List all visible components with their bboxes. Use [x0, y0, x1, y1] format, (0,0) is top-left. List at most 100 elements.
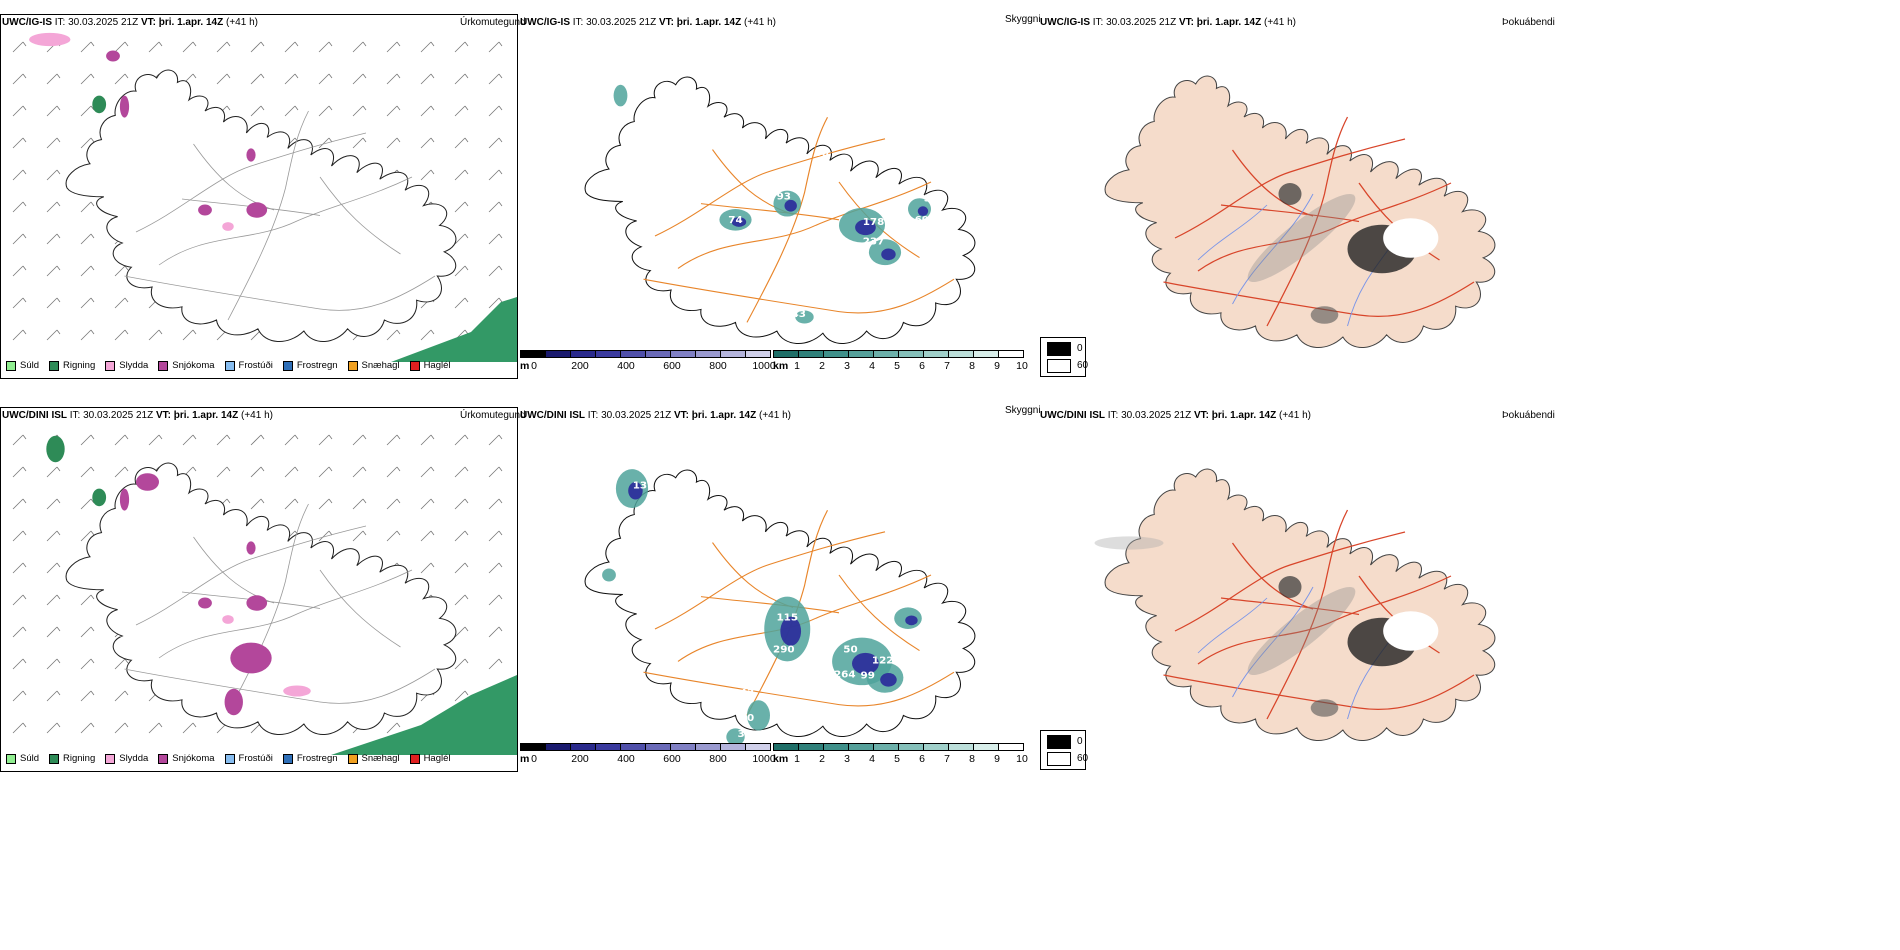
wind-barb	[284, 105, 299, 117]
model-name: UWC/DINI ISL	[1040, 410, 1105, 421]
wind-barb	[80, 265, 95, 277]
cloud-base-value: 237	[863, 237, 885, 248]
colorbar-tick: 1000	[752, 753, 776, 765]
legend-item: Rigning	[49, 360, 95, 371]
wind-barb	[488, 530, 503, 542]
it-label: IT:	[54, 17, 66, 28]
road-line-2	[746, 116, 829, 323]
wind-barb	[114, 73, 129, 85]
wind-barb	[46, 562, 61, 574]
it-value: 30.03.2025 21Z	[586, 17, 657, 28]
snow-area	[246, 148, 256, 162]
colorbar-tick: 4	[869, 753, 875, 765]
cloud-base-colorbar: m 0 200 400 600 800 1000	[520, 350, 776, 380]
legend-swatch	[49, 360, 60, 371]
wind-barb	[148, 434, 163, 446]
low-visibility-area	[795, 310, 814, 324]
wind-barb	[318, 498, 333, 510]
road-line-3	[643, 278, 955, 314]
precip-map[interactable]	[1, 32, 517, 362]
legend-label: Frostregn	[296, 753, 338, 764]
road-line-2	[746, 509, 829, 716]
wind-barb	[386, 466, 401, 478]
fog-dense-area	[1310, 699, 1339, 717]
river-line	[1232, 586, 1314, 698]
legend-swatch	[49, 753, 60, 764]
colorbar-segment	[520, 743, 546, 751]
colorbar-tick: 9	[994, 753, 1000, 765]
legend-label: Frostregn	[296, 360, 338, 371]
colorbar-segment	[720, 743, 746, 751]
wind-barb	[420, 434, 435, 446]
wind-barb	[46, 265, 61, 277]
model-name: UWC/IG-IS	[2, 17, 52, 28]
wind-barb	[12, 265, 27, 277]
snow-area	[246, 541, 256, 555]
visibility-map[interactable]: 137 115 290 122 99 264 87 50 43 20 32	[530, 423, 1030, 743]
fog-map[interactable]	[1050, 30, 1550, 360]
legend-swatch	[6, 753, 16, 764]
wind-barb	[488, 233, 503, 245]
wind-barb	[114, 690, 129, 702]
it-value: 30.03.2025 21Z	[601, 410, 672, 421]
colorbar-tick: 1000	[752, 360, 776, 372]
visibility-colorbar: km 1 2 3 4 5 6 7 8 9 10	[773, 350, 1028, 380]
wind-barb	[352, 73, 367, 85]
legend-label: Slydda	[119, 360, 149, 371]
legend-swatch	[105, 360, 116, 371]
wind-barb	[488, 658, 503, 670]
visibility-map[interactable]: 93 74 58 237 69 59 178 43	[530, 30, 1030, 350]
wind-barb	[80, 41, 95, 53]
colorbar-segment	[848, 743, 874, 751]
wind-barb	[352, 41, 367, 53]
vt-value: þri. 1.apr. 14Z	[676, 17, 742, 28]
road-line-0	[158, 569, 413, 659]
snow-area	[246, 595, 268, 611]
colorbar-tick: 200	[571, 753, 589, 765]
wind-barb	[386, 722, 401, 734]
road-line-0	[158, 176, 413, 266]
precip-title: Úrkomutegund	[460, 17, 526, 28]
precip-map[interactable]	[1, 425, 517, 755]
wind-barb	[488, 466, 503, 478]
legend-item: Slydda	[105, 360, 148, 371]
legend-swatch	[158, 753, 169, 764]
colorbar-tick: 7	[944, 360, 950, 372]
legend-item: Frostúði	[224, 360, 273, 371]
wind-barb	[488, 201, 503, 213]
legend-swatch	[409, 753, 420, 764]
fog-index-panel: UWC/IG-IS IT: 30.03.2025 21Z VT: þri. 1.…	[1040, 0, 1560, 393]
vt-label: VT:	[673, 410, 689, 421]
snow-area	[106, 50, 120, 62]
colorbar-segment	[873, 743, 899, 751]
road-line-1	[135, 525, 367, 626]
colorbar-tick: 400	[617, 360, 635, 372]
fog-legend-swatch	[1047, 342, 1071, 356]
wind-barb	[488, 498, 503, 510]
height-unit: m	[520, 753, 530, 765]
legend-label: Snæhagl	[361, 753, 400, 764]
wind-barb	[46, 530, 61, 542]
fog-legend-swatch	[1047, 735, 1071, 749]
wind-barb	[12, 594, 27, 606]
lead-time: (+41 h)	[241, 410, 273, 421]
wind-barb	[80, 105, 95, 117]
wind-barb	[352, 530, 367, 542]
rain-area	[92, 488, 107, 507]
fog-dense-area	[1278, 576, 1302, 598]
legend-label: Snæhagl	[361, 360, 400, 371]
wind-barb	[46, 137, 61, 149]
fog-map[interactable]	[1050, 423, 1550, 753]
wind-barb	[420, 169, 435, 181]
colorbar-segment	[773, 743, 799, 751]
vt-label: VT:	[155, 410, 171, 421]
cloud-base-value: 74	[728, 215, 742, 226]
lead-time: (+41 h)	[744, 17, 776, 28]
low-visibility-area	[726, 728, 745, 743]
it-label: IT:	[587, 410, 599, 421]
visibility-colorbar: km 1 2 3 4 5 6 7 8 9 10	[773, 743, 1028, 773]
colorbar-segment	[745, 350, 771, 358]
road-line-0	[1197, 182, 1452, 272]
wind-barb	[420, 562, 435, 574]
wind-barb	[12, 73, 27, 85]
